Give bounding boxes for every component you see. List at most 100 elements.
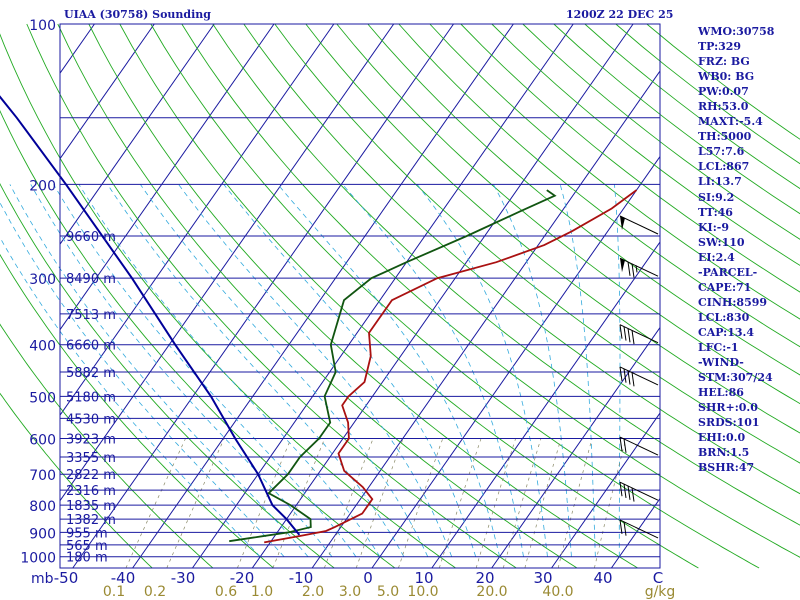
pressure-tick-label: 500: [29, 390, 56, 406]
wind-barb-feather: [619, 324, 623, 339]
index-line: SI:9.2: [698, 190, 735, 204]
pressure-tick-label: 300: [29, 272, 56, 288]
wind-barb: [619, 481, 659, 502]
wind-barb-feather: [631, 487, 635, 502]
index-line: TT:46: [698, 205, 733, 219]
temperature-tick-label: -50: [54, 569, 79, 587]
index-line: CAPE:71: [698, 280, 752, 294]
height-label: 6660 m: [66, 339, 116, 354]
height-label: 1835 m: [66, 499, 116, 514]
wind-barb-feather: [627, 485, 631, 500]
wind-barb-pennant: [620, 215, 625, 230]
wind-barb-feather: [619, 519, 623, 534]
station-title: UIAA (30758) Sounding: [64, 8, 211, 21]
mixing-ratio-line: [475, 438, 516, 569]
height-label: 9660 m: [66, 230, 116, 245]
isotherm-lines: [59, 23, 661, 569]
dry-adiabat-line: [367, 23, 800, 376]
wind-barb-feather: [631, 263, 635, 278]
height-label: 2822 m: [66, 468, 116, 483]
pressure-tick-label: 400: [29, 339, 56, 355]
height-label: 3355 m: [66, 451, 116, 466]
isotherm-line: [610, 498, 661, 569]
index-line: L57:7.6: [698, 145, 745, 159]
wind-barb: [619, 215, 659, 235]
mixing-ratio-label: 40.0: [542, 584, 573, 600]
dry-adiabat-line: [0, 323, 214, 569]
isotherm-line: [251, 23, 634, 569]
pressure-unit-label: mb: [31, 571, 54, 587]
mixing-ratio-line: [557, 438, 593, 569]
dry-adiabat-line: [398, 23, 800, 348]
dry-adiabat-line: [0, 253, 274, 569]
index-line: MAXT:-5.4: [698, 115, 763, 129]
wind-barb: [619, 257, 659, 278]
index-line: LCL:867: [698, 160, 750, 174]
wind-barb-feather: [627, 370, 631, 385]
wind-barb-pennant: [620, 258, 625, 273]
parcel-line: [0, 95, 301, 536]
mixing-ratio-line: [398, 438, 444, 569]
isotherm-line: [59, 23, 155, 160]
dry-adiabat-line: [429, 23, 800, 320]
dry-adiabat-line: [274, 23, 800, 464]
pressure-tick-label: 600: [29, 433, 56, 449]
mixing-ratio-label: 5.0: [377, 584, 399, 600]
wind-barb-feather: [631, 330, 635, 345]
index-line: -PARCEL-: [698, 265, 758, 279]
dry-adiabat-line: [0, 110, 396, 569]
index-line: RH:53.0: [698, 100, 749, 114]
mixing-ratio-label: 0.1: [103, 584, 125, 600]
wind-barb-feather: [623, 483, 627, 499]
wind-barb-half-feather: [635, 265, 638, 273]
height-label: 3923 m: [66, 433, 116, 448]
dry-adiabat-line: [336, 23, 800, 405]
height-label: 1382 m: [66, 513, 116, 528]
moist-adiabat-line: [78, 184, 381, 557]
pressure-tick-label: 800: [29, 499, 56, 515]
height-label: 8490 m: [66, 272, 116, 287]
isotherm-line: [132, 23, 514, 569]
wind-barb: [619, 436, 659, 456]
isotherm-line: [311, 70, 661, 569]
pressure-tick-label: 900: [29, 526, 56, 542]
index-line: FRZ: BG: [698, 55, 750, 69]
mixing-ratio-label: 1.0: [251, 584, 273, 600]
index-line: EI:2.4: [698, 250, 735, 264]
isotherm-line: [431, 241, 661, 569]
index-line: SW:110: [698, 235, 745, 249]
height-label: 4530 m: [66, 412, 116, 427]
pressure-tick-label: 1000: [20, 551, 56, 567]
mixing-ratio-label: 3.0: [339, 584, 361, 600]
isotherm-line: [59, 23, 275, 331]
temperature-line: [264, 189, 638, 544]
temperature-tick-label: -20: [230, 569, 255, 587]
wind-barb-feather: [627, 328, 631, 343]
index-line: TH:5000: [698, 130, 752, 144]
height-label: 5180 m: [66, 390, 116, 405]
dry-adiabat-line: [57, 23, 578, 569]
index-line: LI:13.7: [698, 175, 742, 189]
wind-barb-feather: [631, 372, 635, 387]
moist-adiabat-line: [223, 184, 477, 557]
dry-adiabat-line: [212, 23, 800, 526]
wind-barb-staff: [619, 436, 659, 456]
indices-panel: WMO:30758 TP:329 FRZ: BG WB0: BG PW:0.07 RH:5…: [698, 24, 798, 475]
isobar-lines: [60, 117, 660, 569]
wind-barb-feather: [623, 368, 627, 383]
dewpoint-line: [229, 189, 557, 543]
dry-adiabat-line: [0, 392, 153, 569]
mixing-ratio-line: [324, 438, 374, 569]
height-label: 180 m: [66, 551, 108, 566]
mixing-ratio-label: 10.0: [407, 584, 438, 600]
height-label: 7513 m: [66, 308, 116, 323]
mixing-ratio-unit-label: g/kg: [645, 584, 676, 600]
height-label: 5882 m: [66, 366, 116, 381]
temperature-tick-label: 30: [533, 569, 552, 587]
index-line: CAP:13.4: [698, 325, 755, 339]
index-line: KI:-9: [698, 220, 729, 234]
index-line: CINH:8599: [698, 295, 768, 309]
mixing-ratio-line: [355, 438, 404, 569]
mixing-ratio-line: [438, 438, 482, 569]
